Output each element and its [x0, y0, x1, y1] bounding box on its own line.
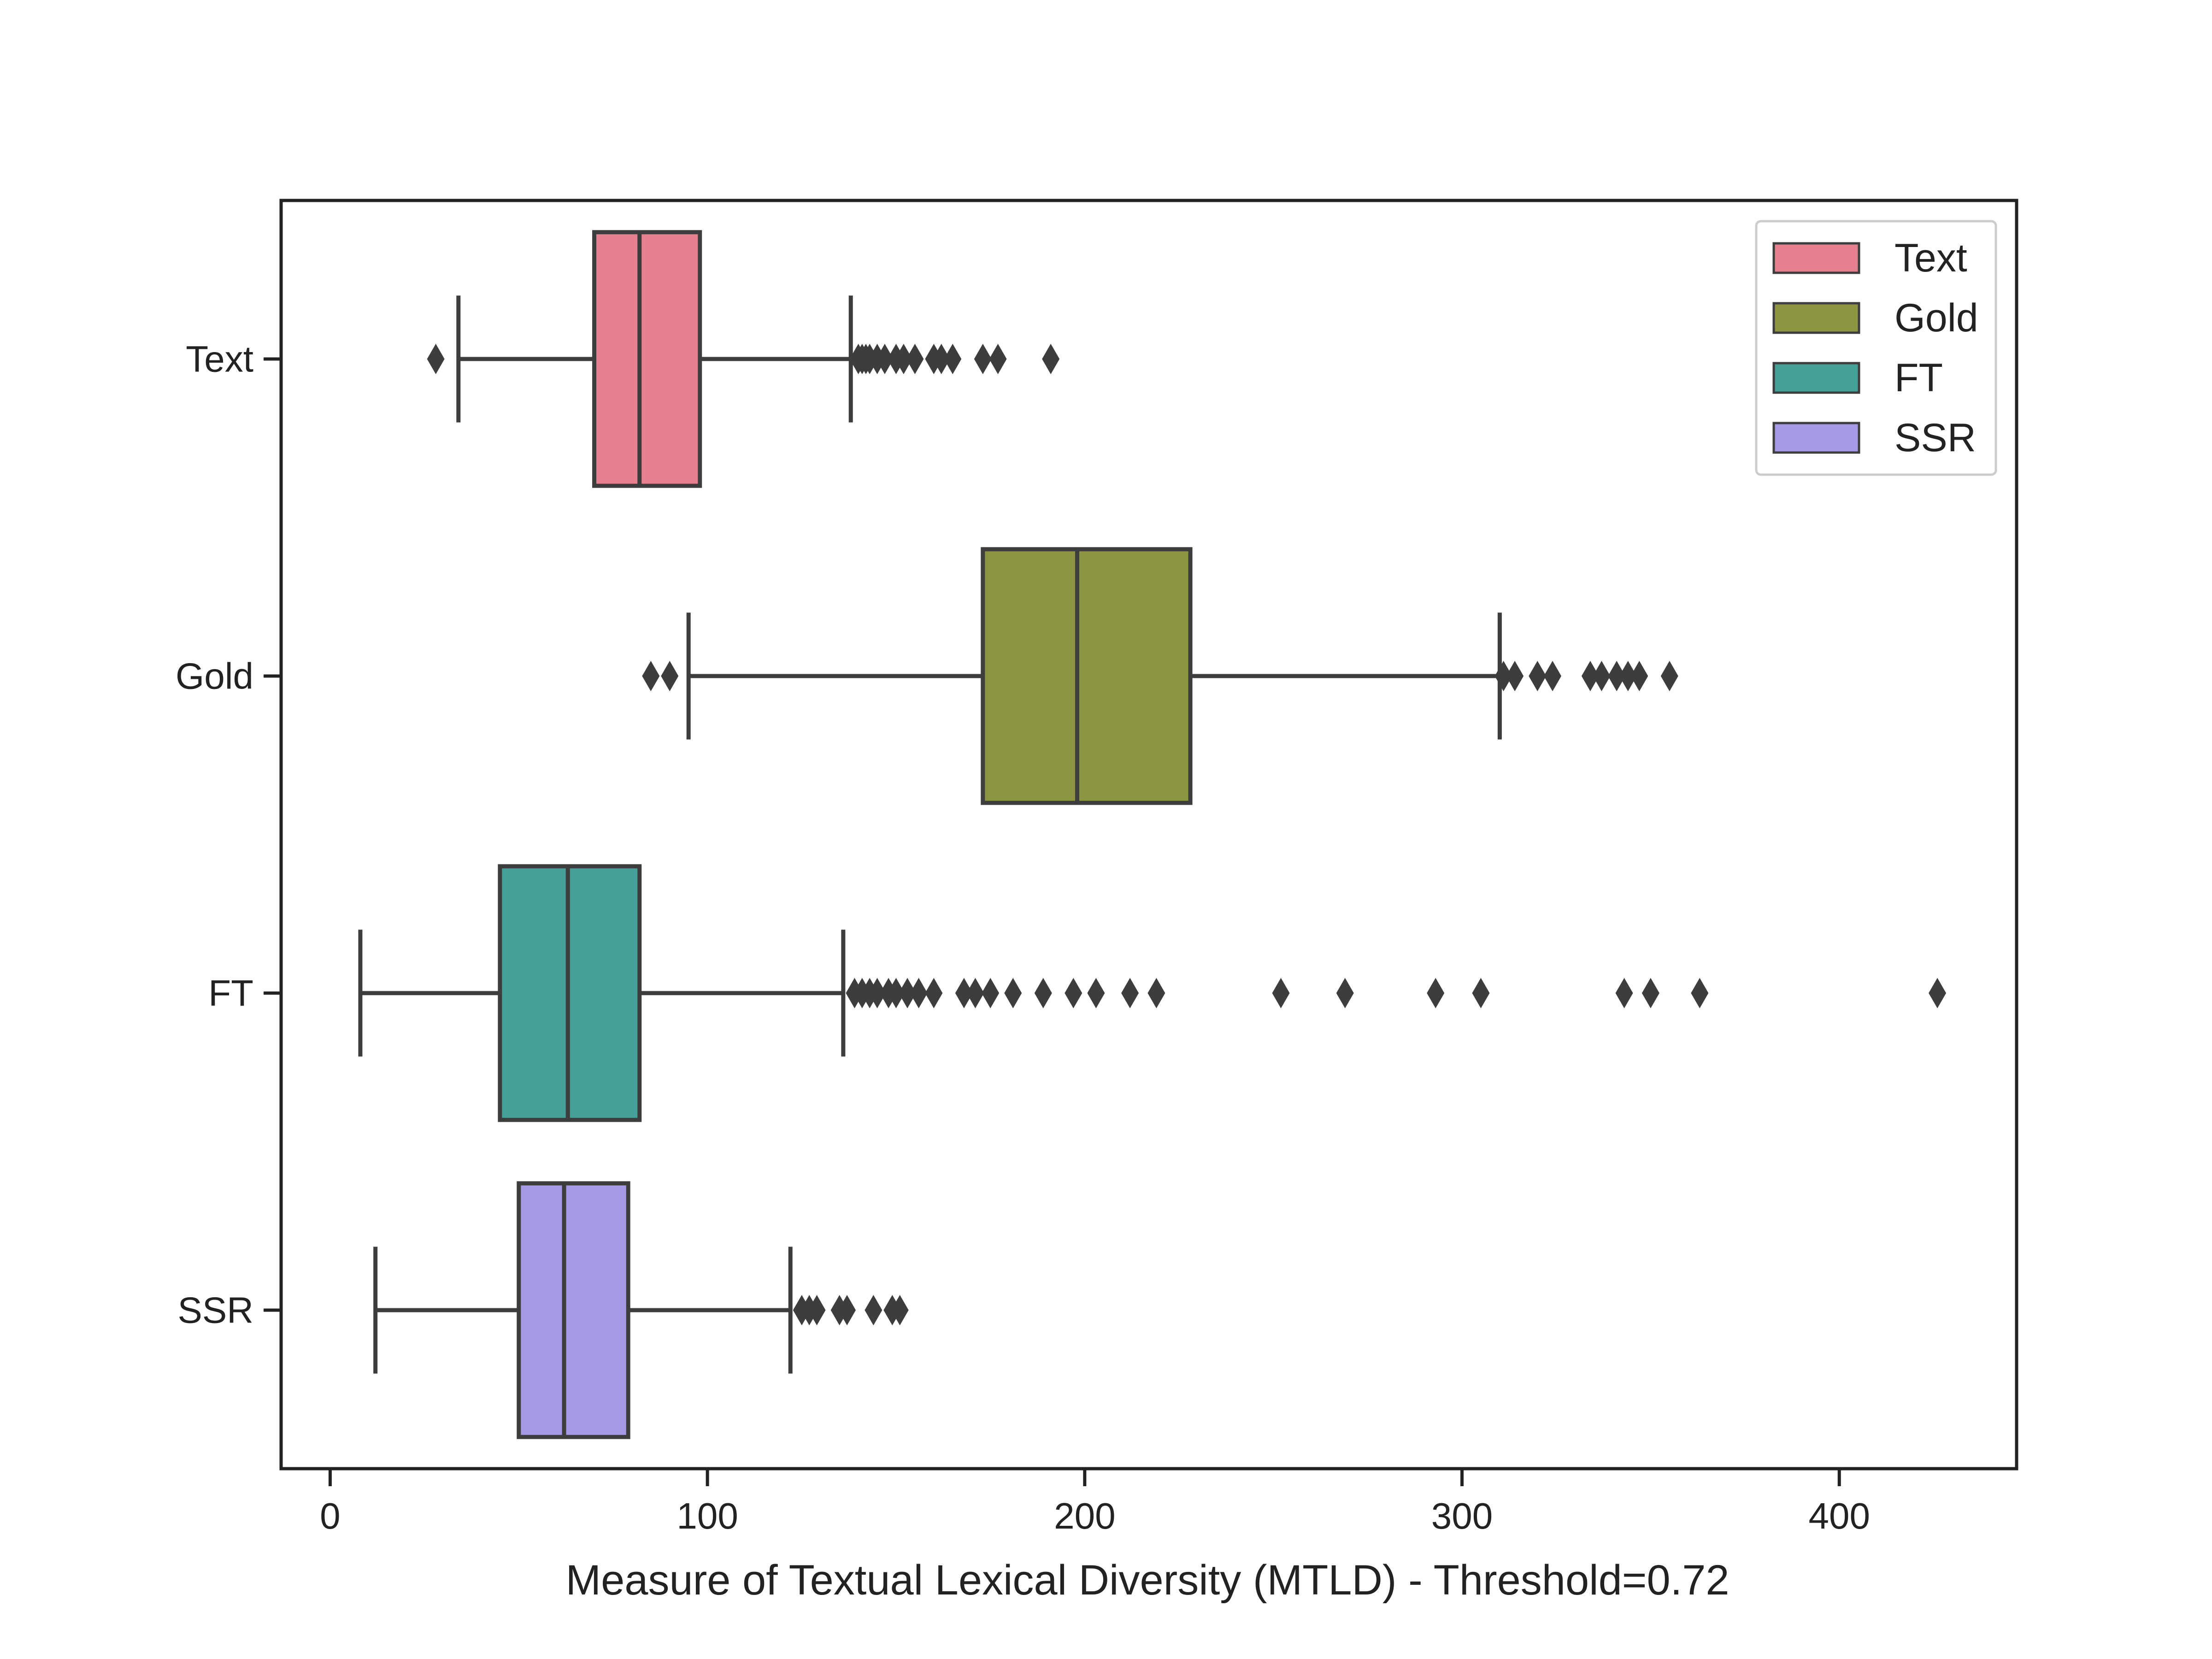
box-group-gold [642, 547, 1678, 805]
box-gold [981, 547, 1193, 805]
outlier-point [925, 978, 943, 1008]
outlier-point [974, 344, 992, 374]
outlier-point [955, 978, 973, 1008]
outlier-point [1087, 978, 1105, 1008]
outlier-point [1147, 978, 1165, 1008]
outlier-point [1004, 978, 1022, 1008]
outlier-point [865, 1295, 882, 1325]
box-group-ft [358, 864, 1947, 1122]
x-tick-label: 400 [1808, 1495, 1870, 1536]
outlier-point [932, 344, 950, 374]
outlier-point [910, 978, 928, 1008]
outlier-point [1641, 978, 1659, 1008]
legend-frame [1755, 220, 1997, 476]
plot-frame [279, 199, 2018, 1471]
outlier-point [1065, 978, 1082, 1008]
outlier-point [1660, 661, 1678, 691]
legend-label-text: Text [1894, 236, 1967, 280]
x-tick-label: 0 [320, 1495, 341, 1536]
outlier-point [1427, 978, 1445, 1008]
x-tick-label: 300 [1431, 1495, 1493, 1536]
outlier-point [1691, 978, 1709, 1008]
legend-swatch-gold [1772, 302, 1860, 334]
outlier-point [906, 344, 924, 374]
outlier-point [808, 1295, 826, 1325]
y-axis: Text Gold FT SSR [176, 339, 281, 1331]
y-tick-label-ft: FT [208, 973, 253, 1014]
outlier-point [661, 661, 679, 691]
outlier-point [1929, 978, 1947, 1008]
outlier-point [1630, 661, 1648, 691]
outlier-point [1615, 978, 1633, 1008]
outlier-point [966, 978, 984, 1008]
outlier-point [894, 344, 912, 374]
y-tick-label-gold: Gold [176, 656, 253, 697]
outlier-point [887, 978, 905, 1008]
x-axis: 0 100 200 300 400 [320, 1469, 1870, 1536]
outlier-point [868, 978, 886, 1008]
outlier-point [642, 661, 660, 691]
outlier-point [891, 1295, 909, 1325]
outlier-point [982, 978, 1000, 1008]
outlier-point [1608, 661, 1626, 691]
plot-layer [358, 230, 1947, 1439]
outlier-point [1494, 661, 1512, 691]
outlier-point [1581, 661, 1599, 691]
outlier-point [1272, 978, 1290, 1008]
outlier-point [876, 344, 894, 374]
outlier-point [427, 344, 445, 374]
outlier-point [1593, 661, 1611, 691]
box-group-ssr [373, 1181, 909, 1439]
outlier-point [1619, 661, 1637, 691]
outlier-point [838, 1295, 856, 1325]
outlier-point [1042, 344, 1060, 374]
legend-label-gold: Gold [1894, 296, 1978, 340]
outlier-point [1506, 661, 1524, 691]
outlier-point [1034, 978, 1052, 1008]
legend-label-ssr: SSR [1894, 416, 1976, 460]
outlier-point [1529, 661, 1547, 691]
outlier-point [1472, 978, 1490, 1008]
outlier-point [944, 344, 962, 374]
box-text [592, 230, 702, 488]
x-tick-label: 100 [677, 1495, 738, 1536]
legend-swatch-ft [1772, 362, 1860, 394]
outlier-point [1336, 978, 1354, 1008]
y-tick-label-ssr: SSR [178, 1290, 254, 1331]
y-tick-label-text: Text [186, 339, 253, 380]
outlier-point [1121, 978, 1139, 1008]
legend: Text Gold FT SSR [1755, 220, 1997, 476]
x-axis-title: Measure of Textual Lexical Diversity (MT… [565, 1557, 1729, 1604]
outlier-point [899, 978, 917, 1008]
legend-swatch-ssr [1772, 422, 1860, 454]
box-group-text [427, 230, 1060, 488]
x-tick-label: 200 [1054, 1495, 1115, 1536]
outlier-point [1544, 661, 1562, 691]
box-ssr [517, 1181, 630, 1439]
legend-label-ft: FT [1894, 356, 1943, 400]
outlier-point [989, 344, 1007, 374]
legend-swatch-text [1772, 242, 1860, 274]
